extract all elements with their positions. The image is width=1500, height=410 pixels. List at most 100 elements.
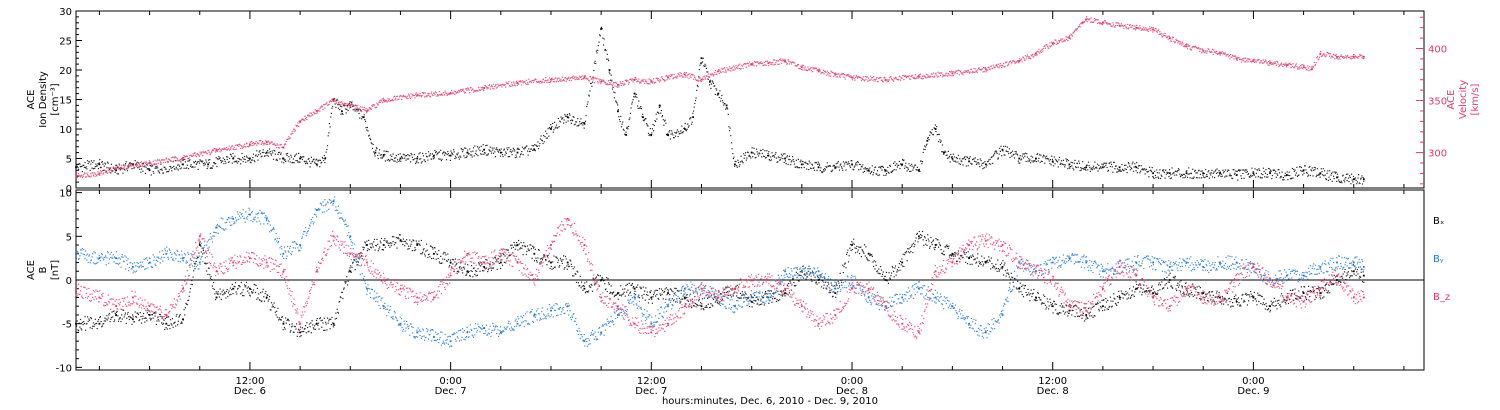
data-point bbox=[286, 319, 288, 321]
data-point bbox=[583, 76, 586, 79]
data-point bbox=[1334, 172, 1337, 174]
data-point bbox=[381, 157, 383, 159]
data-point bbox=[323, 317, 325, 319]
data-point bbox=[868, 79, 870, 81]
data-point bbox=[146, 164, 148, 166]
data-point bbox=[273, 142, 275, 144]
data-point bbox=[417, 243, 419, 245]
data-point bbox=[1361, 55, 1364, 57]
data-point bbox=[207, 267, 210, 269]
data-point bbox=[598, 78, 600, 80]
data-point bbox=[1063, 164, 1065, 166]
data-point bbox=[1200, 48, 1202, 50]
data-point bbox=[436, 152, 439, 154]
data-point bbox=[519, 80, 522, 82]
data-point bbox=[691, 123, 693, 125]
data-point bbox=[78, 175, 80, 177]
data-point bbox=[171, 166, 174, 169]
data-point bbox=[427, 92, 429, 95]
data-point bbox=[496, 86, 498, 88]
data-point bbox=[404, 155, 406, 157]
data-point bbox=[895, 169, 897, 171]
data-point bbox=[476, 153, 478, 156]
data-point bbox=[355, 104, 357, 106]
data-point bbox=[631, 78, 633, 80]
data-point bbox=[915, 78, 917, 80]
data-point bbox=[184, 307, 186, 309]
data-point bbox=[537, 81, 539, 83]
data-point bbox=[987, 66, 989, 68]
data-point bbox=[331, 107, 333, 109]
data-point bbox=[1228, 169, 1230, 171]
data-point bbox=[274, 144, 276, 146]
data-point bbox=[838, 169, 841, 171]
data-point bbox=[315, 163, 318, 166]
data-point bbox=[352, 262, 354, 264]
data-point bbox=[750, 63, 752, 65]
data-point bbox=[579, 76, 581, 79]
data-point bbox=[748, 65, 750, 67]
data-point bbox=[177, 160, 179, 162]
data-point bbox=[320, 106, 322, 108]
data-point bbox=[334, 324, 336, 326]
data-point bbox=[942, 151, 944, 153]
data-point bbox=[730, 135, 732, 137]
data-point bbox=[1022, 153, 1024, 155]
data-point bbox=[585, 114, 587, 117]
data-point bbox=[683, 128, 686, 130]
data-point bbox=[133, 167, 136, 169]
data-point bbox=[745, 63, 747, 65]
data-point bbox=[446, 94, 448, 96]
data-point bbox=[1137, 167, 1139, 169]
data-point bbox=[222, 294, 224, 296]
data-point bbox=[986, 69, 989, 71]
data-point bbox=[270, 142, 272, 144]
data-point bbox=[375, 149, 377, 151]
data-point bbox=[593, 62, 596, 64]
data-point bbox=[227, 148, 230, 150]
data-point bbox=[300, 335, 302, 337]
data-point bbox=[220, 150, 222, 152]
data-point bbox=[1305, 67, 1307, 69]
data-point bbox=[112, 310, 114, 312]
data-point bbox=[358, 112, 360, 114]
data-point bbox=[614, 85, 616, 87]
data-point bbox=[1281, 64, 1283, 66]
data-point bbox=[423, 248, 425, 250]
data-point bbox=[727, 108, 729, 110]
data-point bbox=[1314, 64, 1316, 66]
data-point bbox=[365, 107, 367, 110]
data-point bbox=[671, 74, 673, 76]
data-point bbox=[379, 240, 381, 242]
data-point bbox=[1270, 63, 1272, 66]
data-point bbox=[1280, 175, 1282, 178]
data-point bbox=[845, 169, 847, 171]
data-point bbox=[478, 86, 480, 89]
data-point bbox=[118, 163, 120, 165]
data-point bbox=[1275, 62, 1277, 64]
data-point bbox=[1277, 63, 1279, 65]
data-point bbox=[650, 134, 653, 136]
data-point bbox=[437, 152, 439, 154]
data-point bbox=[1220, 53, 1222, 55]
legend-item: Bₓ bbox=[1433, 216, 1444, 227]
data-point bbox=[620, 126, 623, 128]
data-point bbox=[797, 64, 799, 66]
data-point bbox=[325, 103, 327, 105]
data-point bbox=[1269, 305, 1271, 308]
data-point bbox=[590, 82, 592, 85]
data-point bbox=[330, 112, 332, 114]
data-point bbox=[1029, 57, 1031, 59]
data-point bbox=[952, 153, 954, 155]
data-point bbox=[1165, 35, 1167, 37]
data-point bbox=[346, 108, 348, 110]
data-point bbox=[694, 99, 697, 102]
data-point bbox=[1152, 27, 1154, 29]
data-point bbox=[1193, 176, 1195, 178]
data-point bbox=[812, 167, 814, 169]
data-point bbox=[707, 73, 709, 75]
data-point bbox=[796, 65, 798, 67]
data-point bbox=[270, 309, 272, 311]
data-point bbox=[548, 126, 550, 129]
data-point bbox=[319, 317, 321, 319]
